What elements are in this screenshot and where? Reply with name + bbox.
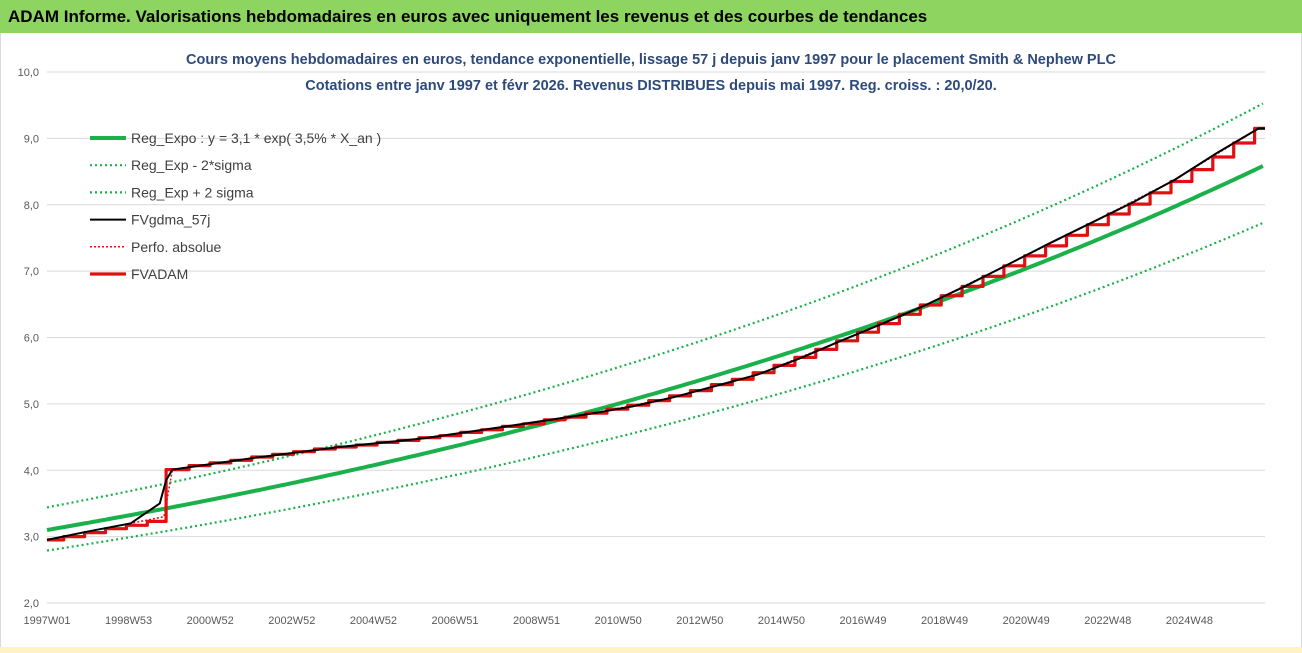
legend-label: FVADAM <box>131 266 188 282</box>
x-tick-label: 2014W50 <box>758 615 805 627</box>
x-tick-label: 2022W48 <box>1084 615 1131 627</box>
y-tick-label: 10,0 <box>18 67 39 79</box>
y-tick-label: 2,0 <box>24 598 39 610</box>
y-tick-label: 8,0 <box>24 200 39 212</box>
x-tick-label: 1997W01 <box>23 615 70 627</box>
report-banner: ADAM Informe. Valorisations hebdomadaire… <box>0 0 1302 33</box>
x-tick-label: 2002W52 <box>268 615 315 627</box>
x-tick-label: 2016W49 <box>839 615 886 627</box>
series-line-solid-green <box>46 164 1264 532</box>
legend-label: Reg_Exp + 2 sigma <box>131 184 254 200</box>
chart-subtitle: Cotations entre janv 1997 et févr 2026. … <box>305 78 997 94</box>
bottom-border <box>0 647 1302 653</box>
gridlines <box>47 71 1265 604</box>
y-tick-label: 9,0 <box>24 133 39 145</box>
x-tick-label: 2012W50 <box>676 615 723 627</box>
legend-label: FVgdma_57j <box>131 212 210 228</box>
x-tick-label: 1998W53 <box>105 615 152 627</box>
series-line-solid-black <box>46 127 1265 541</box>
x-tick-label: 2024W48 <box>1166 615 1213 627</box>
legend-label: Reg_Expo : y = 3,1 * exp( 3,5% * X_an ) <box>131 130 381 146</box>
series-line-dotted-green <box>46 102 1264 509</box>
y-axis-ticks: 2,0 3,0 4,0 5,0 6,0 7,0 8,0 9,0 10,0 <box>18 67 39 610</box>
x-tick-label: 2000W52 <box>187 615 234 627</box>
chart-title: Cours moyens hebdomadaires en euros, ten… <box>186 52 1116 68</box>
legend: Reg_Expo : y = 3,1 * exp( 3,5% * X_an ) R… <box>90 130 381 282</box>
y-tick-label: 4,0 <box>24 465 39 477</box>
y-tick-label: 5,0 <box>24 399 39 411</box>
y-tick-label: 7,0 <box>24 266 39 278</box>
x-tick-label: 2006W51 <box>431 615 478 627</box>
legend-label: Perfo. absolue <box>131 239 221 255</box>
x-axis-ticks: 1997W01 1998W53 2000W52 2002W52 2004W52 2006W… <box>23 615 1212 627</box>
x-tick-label: 2018W49 <box>921 615 968 627</box>
x-tick-label: 2020W49 <box>1003 615 1050 627</box>
y-tick-label: 3,0 <box>24 532 39 544</box>
series-line-dotted-green <box>46 221 1264 552</box>
y-tick-label: 6,0 <box>24 333 39 345</box>
series-lines <box>46 102 1265 552</box>
x-tick-label: 2010W50 <box>595 615 642 627</box>
x-tick-label: 2008W51 <box>513 615 560 627</box>
x-tick-label: 2004W52 <box>350 615 397 627</box>
legend-label: Reg_Exp - 2*sigma <box>131 157 252 173</box>
